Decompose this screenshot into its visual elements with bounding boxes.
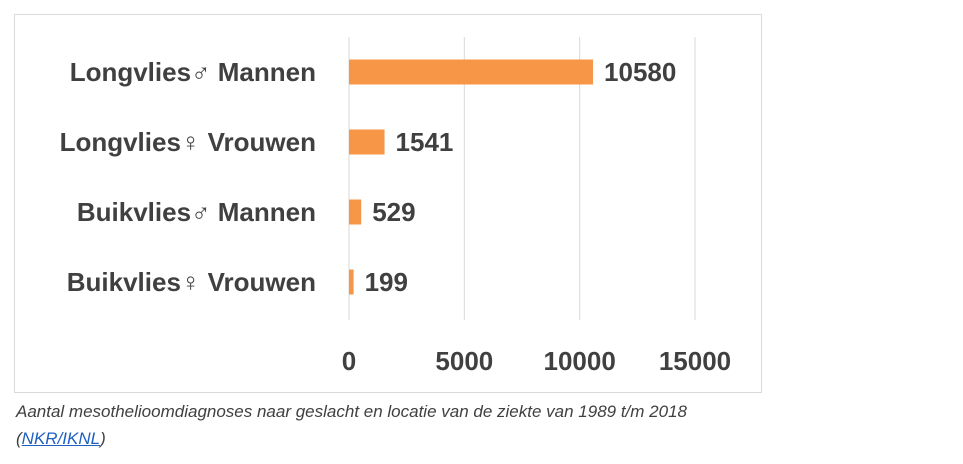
category-label: Longvlies♀ Vrouwen <box>60 127 316 157</box>
caption-open-paren: ( <box>16 429 22 448</box>
x-tick-label: 10000 <box>544 346 616 376</box>
data-label: 529 <box>372 197 415 227</box>
data-label: 10580 <box>604 57 676 87</box>
bar <box>349 129 385 155</box>
category-label: Longvlies♂ Mannen <box>70 57 316 87</box>
source-link[interactable]: NKR/IKNL <box>21 429 101 448</box>
caption-source: (NKR/IKNL) <box>16 425 946 452</box>
bar <box>349 269 354 295</box>
x-tick-label: 0 <box>342 346 356 376</box>
category-label: Buikvlies♀ Vrouwen <box>67 267 316 297</box>
x-tick-label: 15000 <box>659 346 731 376</box>
bar <box>349 59 594 85</box>
caption-close-paren: ) <box>100 429 106 448</box>
category-label: Buikvlies♂ Mannen <box>77 197 316 227</box>
data-label: 1541 <box>396 127 454 157</box>
data-label: 199 <box>365 267 408 297</box>
caption-text: Aantal mesothelioomdiagnoses naar geslac… <box>16 402 687 421</box>
bar <box>349 199 362 225</box>
x-tick-label: 5000 <box>435 346 493 376</box>
figure-caption: Aantal mesothelioomdiagnoses naar geslac… <box>16 398 946 452</box>
